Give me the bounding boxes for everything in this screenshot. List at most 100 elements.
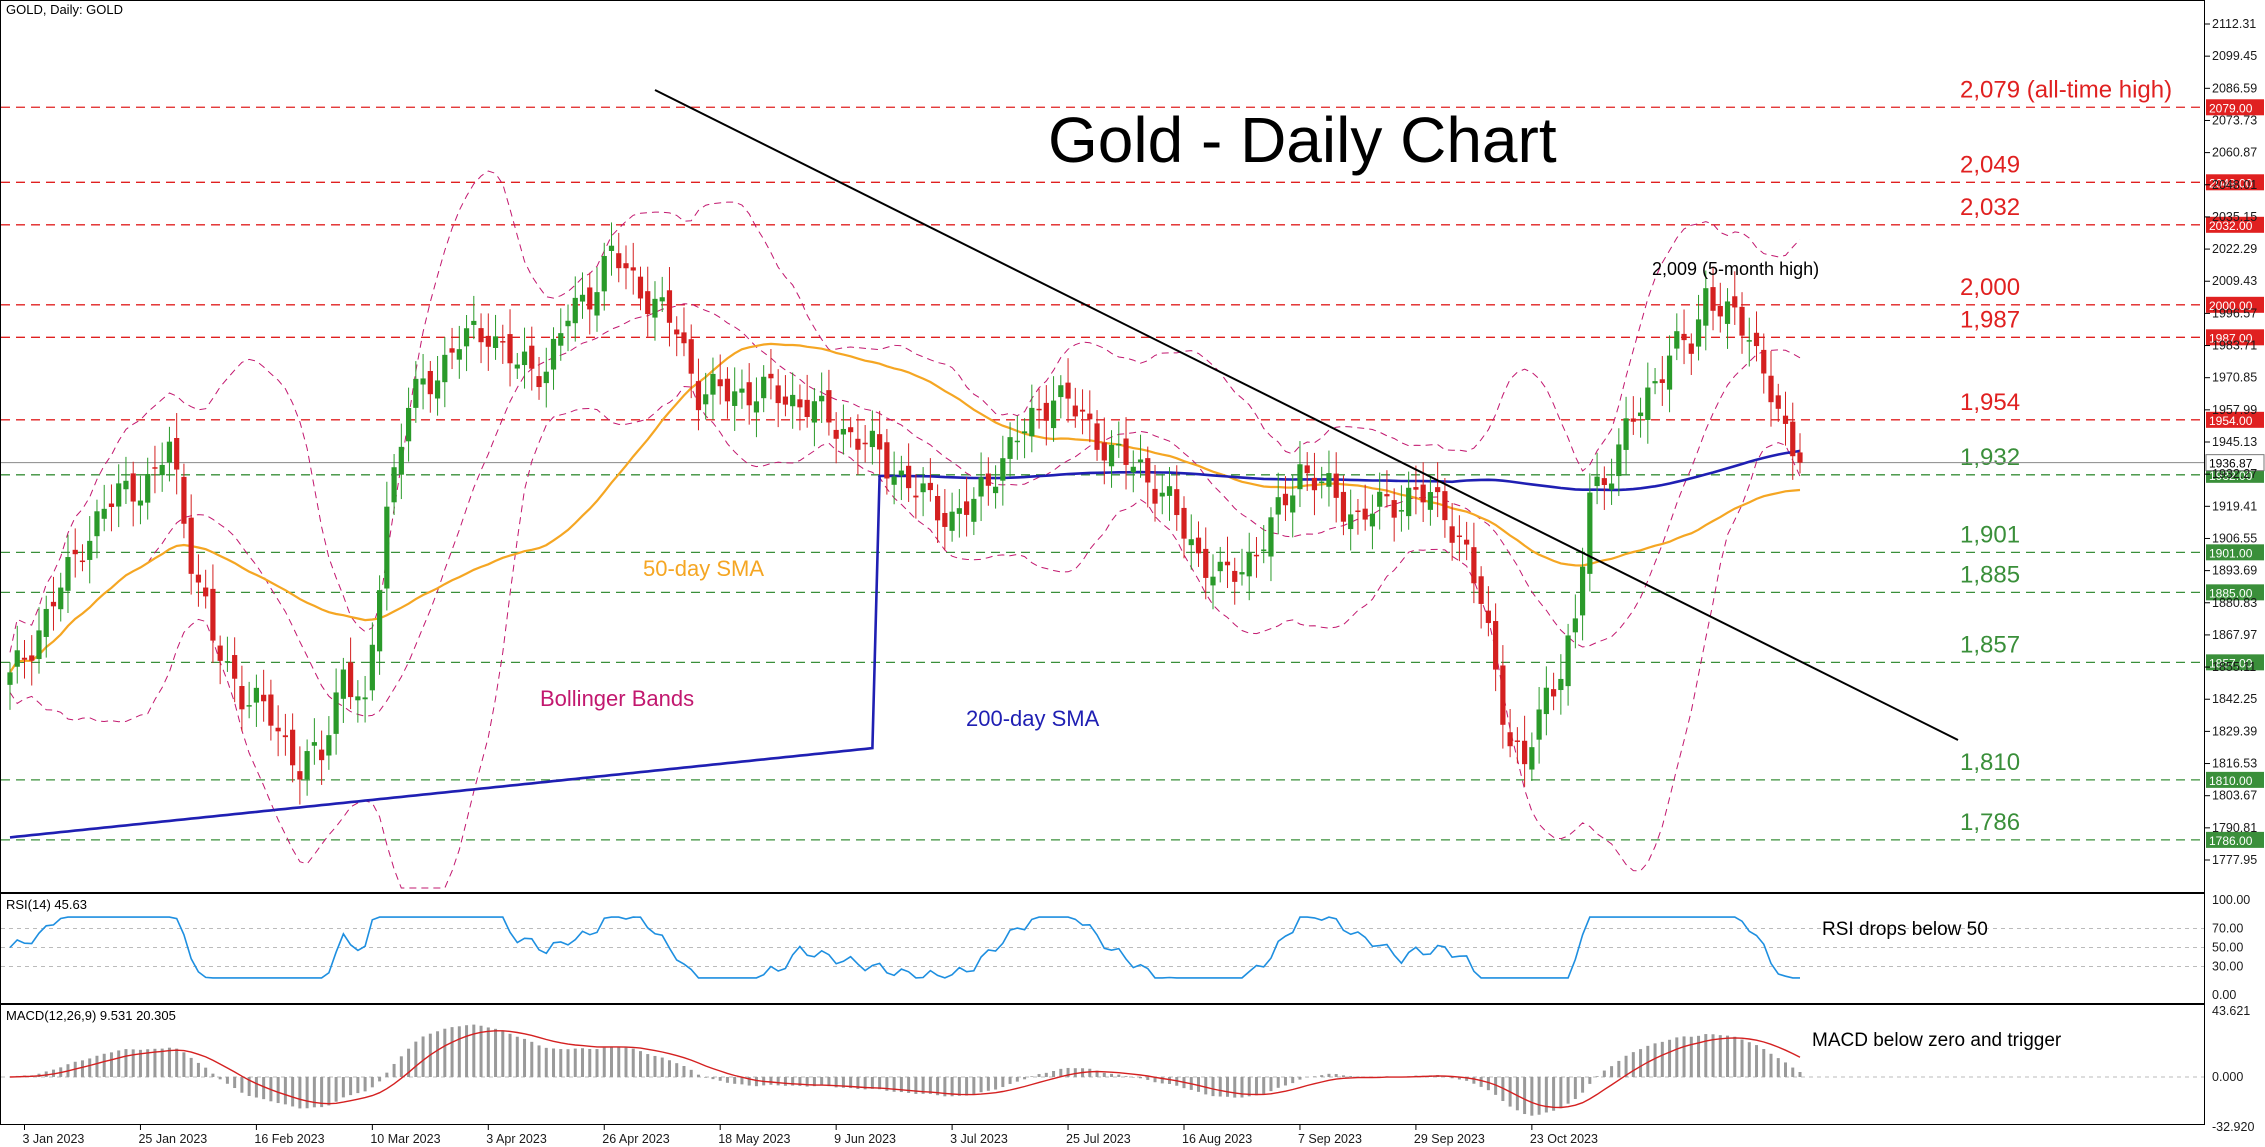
candle-body-228	[1659, 379, 1665, 383]
level-tag-bg-1	[2206, 174, 2264, 191]
x-tick-label-1: 25 Jan 2023	[138, 1132, 207, 1146]
candle-body-105	[768, 373, 774, 379]
candle-body-46	[340, 669, 346, 699]
rsi-tick-0: 100.00	[2212, 893, 2250, 907]
candle-body-162	[1181, 507, 1187, 539]
candle-body-17	[130, 473, 136, 502]
candle-body-128	[935, 495, 941, 521]
candle-body-142	[1036, 408, 1042, 411]
candle-body-16	[123, 480, 129, 490]
x-tick-label-0: 3 Jan 2023	[22, 1132, 84, 1146]
candle-body-100	[732, 391, 738, 406]
candle-body-241	[1753, 332, 1760, 347]
candle-body-70	[514, 364, 520, 369]
candle-body-49	[362, 697, 368, 700]
candle-body-177	[1290, 495, 1296, 513]
candle-body-71	[521, 351, 528, 366]
candle-body-114	[833, 429, 839, 439]
level-label-1: 2,049	[1960, 151, 2020, 178]
sma50-line	[9, 342, 1801, 673]
candle-body-110	[804, 399, 810, 417]
x-tick-label-10: 16 Aug 2023	[1182, 1132, 1252, 1146]
candle-body-152	[1108, 444, 1115, 467]
macd-tick-0: 43.621	[2212, 1004, 2250, 1018]
level-tag-9: 1857.00	[2209, 656, 2253, 670]
level-tag-0: 2079.00	[2209, 101, 2253, 115]
candle-body-64	[471, 320, 477, 325]
sma50-annotation: 50-day SMA	[643, 556, 764, 581]
candle-body-198	[1442, 491, 1448, 521]
candle-body-196	[1427, 492, 1434, 510]
level-label-0: 2,079 (all-time high)	[1960, 76, 2172, 103]
candle-body-179	[1304, 465, 1310, 474]
y-tick-label-13: 1945.13	[2212, 435, 2257, 449]
rsi-annotation: RSI drops below 50	[1822, 919, 1988, 940]
candle-body-63	[463, 328, 470, 347]
candle-body-50	[369, 644, 375, 691]
candle-body-219	[1594, 476, 1600, 487]
candle-body-6	[50, 601, 57, 607]
candle-body-23	[174, 438, 180, 470]
candle-body-230	[1674, 331, 1680, 349]
candle-body-180	[1311, 477, 1318, 491]
candle-body-81	[594, 292, 600, 316]
candle-body-72	[529, 345, 535, 369]
candle-body-99	[724, 378, 731, 402]
candle-body-149	[1087, 413, 1093, 420]
y-tick-label-10: 1983.71	[2212, 339, 2257, 353]
candle-body-27	[203, 587, 209, 597]
candle-body-8	[65, 557, 71, 591]
candle-body-33	[246, 705, 252, 707]
level-label-7: 1,901	[1960, 521, 2020, 548]
candle-body-166	[1210, 576, 1216, 586]
candle-body-98	[717, 379, 723, 387]
candle-body-150	[1094, 423, 1100, 450]
candle-body-210	[1529, 747, 1535, 770]
y-tick-label-26: 1777.95	[2212, 853, 2257, 867]
candle-body-200	[1456, 535, 1462, 538]
x-tick-label-9: 25 Jul 2023	[1066, 1132, 1131, 1146]
current-price-tag: 1936.87	[2209, 457, 2253, 471]
candle-body-22	[166, 441, 173, 463]
candle-body-181	[1319, 481, 1325, 484]
candle-body-231	[1681, 333, 1687, 341]
candle-body-204	[1485, 610, 1491, 623]
candle-body-66	[485, 335, 491, 347]
candle-body-86	[630, 267, 636, 271]
candle-body-30	[224, 661, 231, 663]
x-tick-label-6: 18 May 2023	[718, 1132, 790, 1146]
candle-body-158	[1152, 488, 1158, 504]
candle-body-232	[1688, 343, 1694, 354]
candle-body-190	[1384, 494, 1390, 497]
candle-body-96	[703, 394, 709, 405]
candle-body-47	[348, 662, 354, 698]
candle-body-29	[217, 645, 223, 661]
candle-body-222	[1616, 444, 1622, 477]
candle-body-79	[579, 294, 586, 302]
candle-body-60	[442, 354, 448, 383]
macd-tick-2: -32.920	[2212, 1120, 2254, 1134]
candle-body-120	[877, 434, 883, 450]
candle-body-73	[536, 376, 542, 388]
candle-body-90	[659, 297, 665, 302]
candle-body-111	[811, 401, 818, 423]
candle-body-62	[456, 349, 462, 360]
candle-body-88	[645, 291, 651, 315]
candle-body-103	[753, 401, 760, 413]
candle-body-102	[746, 382, 752, 406]
candle-body-206	[1500, 665, 1506, 725]
candle-body-234	[1703, 288, 1709, 326]
level-tag-bg-0	[2206, 99, 2264, 116]
y-tick-label-25: 1790.81	[2212, 821, 2257, 835]
rsi-tick-4: 0.00	[2212, 988, 2236, 1002]
candle-body-84	[616, 253, 622, 269]
candle-body-189	[1377, 491, 1383, 507]
level-tag-4: 1987.00	[2209, 331, 2253, 345]
candle-body-175	[1275, 497, 1281, 515]
candle-body-129	[942, 512, 948, 527]
candle-body-184	[1340, 491, 1347, 522]
candle-body-51	[376, 590, 383, 652]
candle-body-161	[1174, 489, 1180, 516]
rsi-pane-frame	[0, 893, 2205, 1004]
candle-body-116	[848, 427, 854, 433]
